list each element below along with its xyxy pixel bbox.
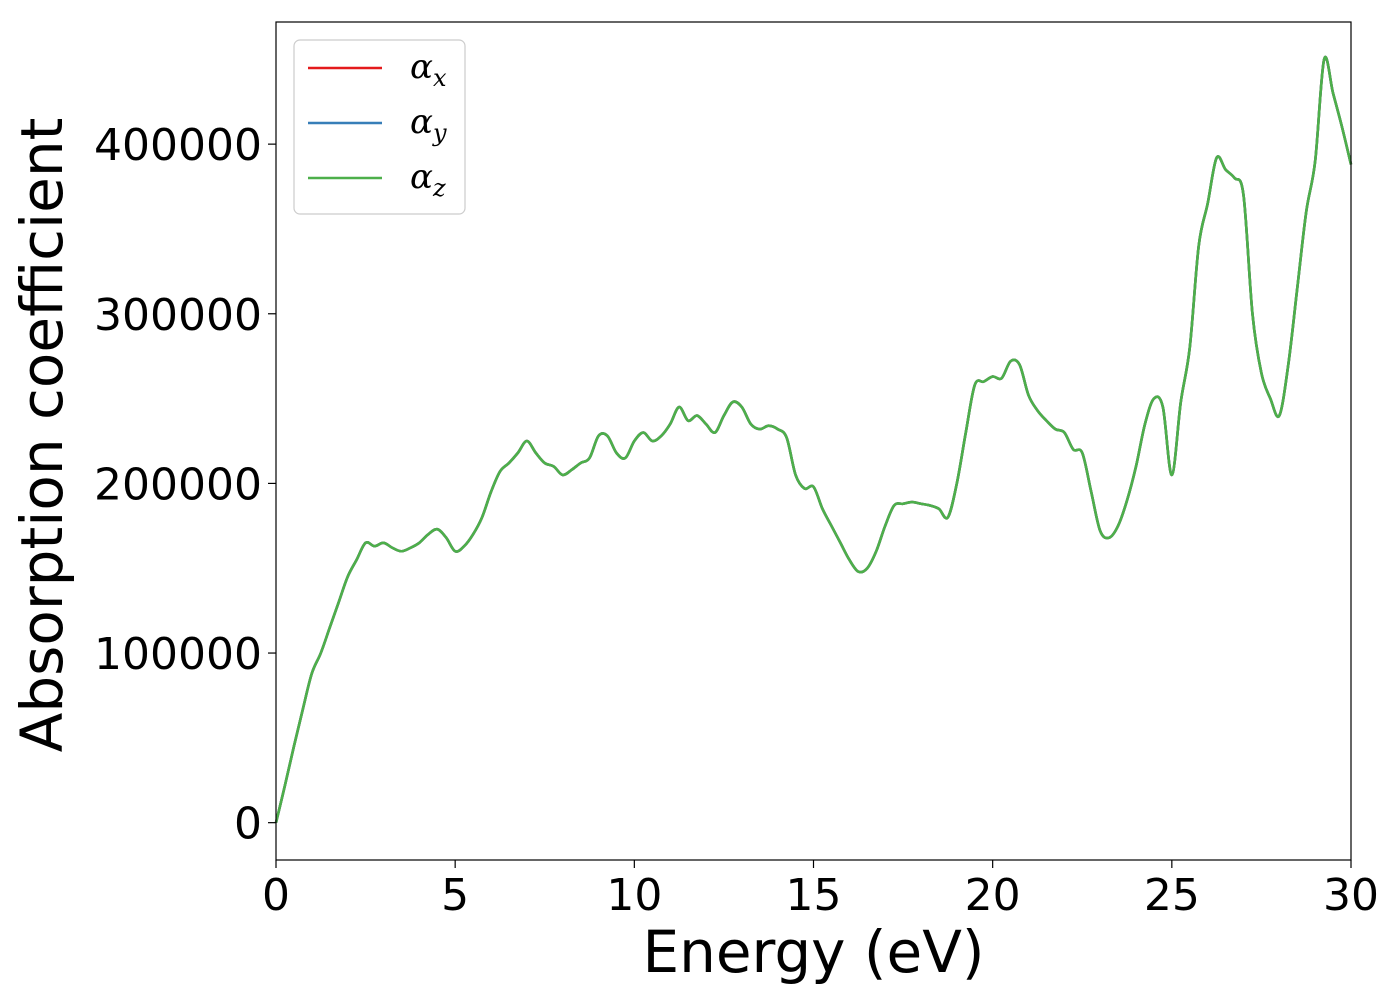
x-tick-label: 30: [1323, 870, 1379, 921]
legend-label-z: αz: [410, 157, 446, 202]
legend: αx αy αz: [293, 39, 466, 215]
ticks-layer: 0 5 10 15 20 25 30 0 100000 200000 300000 400000: [94, 120, 1379, 921]
legend-label-x: αx: [410, 47, 447, 92]
x-tick-label: 5: [441, 870, 469, 921]
x-axis-label: Energy (eV): [642, 918, 984, 986]
x-tick-label: 25: [1144, 870, 1200, 921]
series-line-z: [274, 55, 1353, 823]
x-tick-label: 15: [786, 870, 842, 921]
legend-box: [293, 39, 466, 215]
y-tick-label: 0: [234, 799, 262, 850]
y-tick-label: 200000: [94, 459, 262, 510]
y-tick-label: 400000: [94, 120, 262, 171]
x-tick-label: 0: [262, 870, 290, 921]
y-tick-label: 300000: [94, 290, 262, 341]
series-layer: [274, 55, 1353, 823]
y-tick-label: 100000: [94, 629, 262, 680]
y-axis-label: Absorption coefficient: [8, 118, 76, 753]
x-tick-label: 10: [606, 870, 662, 921]
legend-label-y: αy: [410, 102, 447, 147]
x-tick-label: 20: [965, 870, 1021, 921]
